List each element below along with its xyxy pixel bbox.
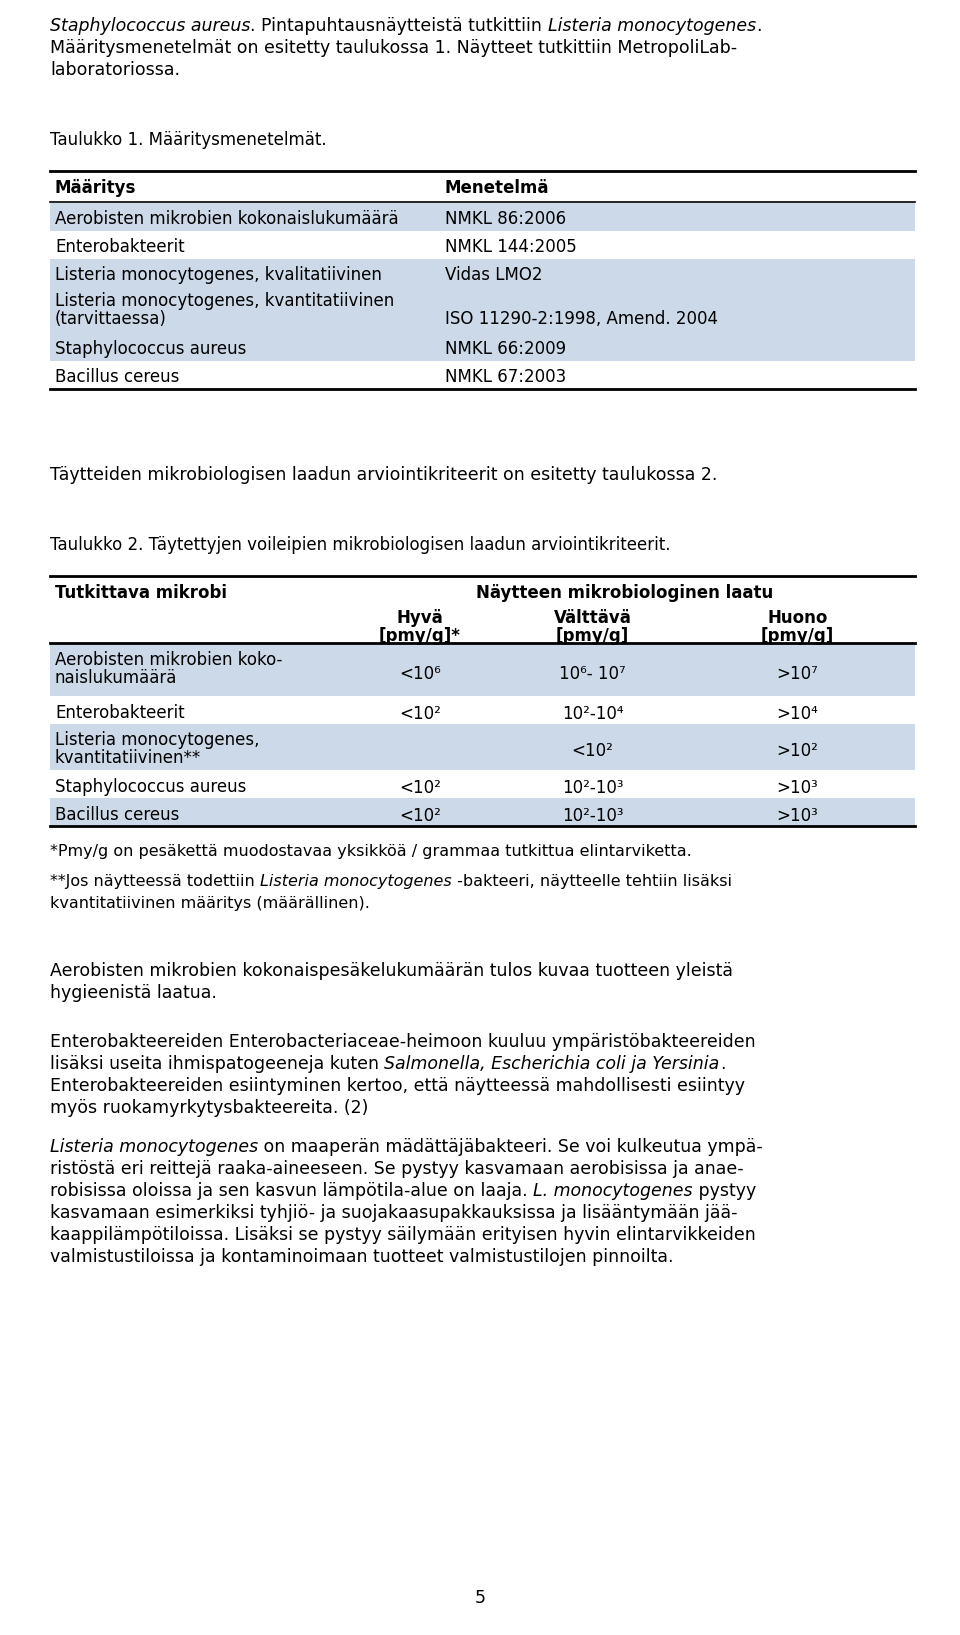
Bar — [50, 231, 915, 258]
Text: Staphylococcus aureus: Staphylococcus aureus — [50, 16, 251, 34]
Text: Määritysmenetelmät on esitetty taulukossa 1. Näytteet tutkittiin MetropoliLab-: Määritysmenetelmät on esitetty taulukoss… — [50, 39, 737, 57]
Text: Listeria monocytogenes: Listeria monocytogenes — [548, 16, 756, 34]
Text: Taulukko 1. Määritysmenetelmät.: Taulukko 1. Määritysmenetelmät. — [50, 131, 326, 149]
Text: Enterobakteerit: Enterobakteerit — [55, 239, 184, 257]
Text: >10³: >10³ — [777, 808, 818, 826]
Bar — [50, 288, 915, 334]
Bar — [50, 334, 915, 361]
Text: kvantitatiivinen määritys (määrällinen).: kvantitatiivinen määritys (määrällinen). — [50, 896, 370, 911]
Text: lisäksi useita ihmispatogeeneja kuten: lisäksi useita ihmispatogeeneja kuten — [50, 1055, 385, 1073]
Text: Staphylococcus aureus: Staphylococcus aureus — [55, 340, 247, 358]
Text: NMKL 86:2006: NMKL 86:2006 — [445, 209, 566, 227]
Text: 5: 5 — [474, 1589, 486, 1607]
Text: L. monocytogenes: L. monocytogenes — [533, 1182, 692, 1200]
Text: -bakteeri, näytteelle tehtiin lisäksi: -bakteeri, näytteelle tehtiin lisäksi — [451, 875, 732, 889]
Text: kvantitatiivinen**: kvantitatiivinen** — [55, 749, 202, 767]
Text: Määritys: Määritys — [55, 178, 136, 196]
Text: **Jos näytteessä todettiin: **Jos näytteessä todettiin — [50, 875, 260, 889]
Text: Bacillus cereus: Bacillus cereus — [55, 806, 180, 824]
Text: on maaperän mädättäjäbakteeri. Se voi kulkeutua ympä-: on maaperän mädättäjäbakteeri. Se voi ku… — [258, 1138, 763, 1156]
Text: Listeria monocytogenes, kvantitatiivinen: Listeria monocytogenes, kvantitatiivinen — [55, 293, 395, 311]
Text: 10²-10⁴: 10²-10⁴ — [562, 705, 623, 723]
Bar — [50, 203, 915, 231]
Text: NMKL 67:2003: NMKL 67:2003 — [445, 368, 566, 386]
Text: Välttävä: Välttävä — [554, 608, 632, 626]
Text: kasvamaan esimerkiksi tyhjiö- ja suojakaasupakkauksissa ja lisääntymään jää-: kasvamaan esimerkiksi tyhjiö- ja suojaka… — [50, 1205, 737, 1223]
Text: Listeria monocytogenes: Listeria monocytogenes — [50, 1138, 258, 1156]
Text: Enterobakteereiden esiintyminen kertoo, että näytteessä mahdollisesti esiintyy: Enterobakteereiden esiintyminen kertoo, … — [50, 1077, 745, 1095]
Text: kaappilämpötiloissa. Lisäksi se pystyy säilymään erityisen hyvin elintarvikkeide: kaappilämpötiloissa. Lisäksi se pystyy s… — [50, 1226, 756, 1244]
Text: .: . — [720, 1055, 725, 1073]
Text: NMKL 144:2005: NMKL 144:2005 — [445, 239, 577, 257]
Text: Staphylococcus aureus: Staphylococcus aureus — [55, 778, 247, 796]
Text: Listeria monocytogenes, kvalitatiivinen: Listeria monocytogenes, kvalitatiivinen — [55, 267, 382, 284]
Text: *Pmy/g on pesäkettä muodostavaa yksikköä / grammaa tutkittua elintarviketta.: *Pmy/g on pesäkettä muodostavaa yksikköä… — [50, 844, 692, 858]
Text: <10²: <10² — [399, 778, 441, 796]
Text: >10⁴: >10⁴ — [777, 705, 818, 723]
Text: [pmy/g]: [pmy/g] — [761, 626, 834, 644]
Text: Aerobisten mikrobien koko-: Aerobisten mikrobien koko- — [55, 651, 282, 669]
Text: pystyy: pystyy — [692, 1182, 756, 1200]
Text: Aerobisten mikrobien kokonaispesäkelukumäärän tulos kuvaa tuotteen yleistä: Aerobisten mikrobien kokonaispesäkelukum… — [50, 963, 733, 981]
Text: >10²: >10² — [777, 742, 819, 760]
Text: Täytteiden mikrobiologisen laadun arviointikriteerit on esitetty taulukossa 2.: Täytteiden mikrobiologisen laadun arvioi… — [50, 466, 717, 484]
Bar — [50, 361, 915, 389]
Text: [pmy/g]: [pmy/g] — [556, 626, 629, 644]
Text: <10²: <10² — [571, 742, 613, 760]
Text: valmistustiloissa ja kontaminoimaan tuotteet valmistustilojen pinnoilta.: valmistustiloissa ja kontaminoimaan tuot… — [50, 1249, 674, 1267]
Text: [pmy/g]*: [pmy/g]* — [379, 626, 461, 644]
Text: NMKL 66:2009: NMKL 66:2009 — [445, 340, 566, 358]
Text: Näytteen mikrobiologinen laatu: Näytteen mikrobiologinen laatu — [476, 584, 774, 602]
Text: Listeria monocytogenes,: Listeria monocytogenes, — [55, 731, 259, 749]
Text: naislukumäärä: naislukumäärä — [55, 669, 178, 687]
Text: Huono: Huono — [767, 608, 828, 626]
Text: Tutkittava mikrobi: Tutkittava mikrobi — [55, 584, 227, 602]
Text: . Pintapuhtausnäytteistä tutkittiin: . Pintapuhtausnäytteistä tutkittiin — [251, 16, 548, 34]
Text: Salmonella, Escherichia coli ja Yersinia: Salmonella, Escherichia coli ja Yersinia — [385, 1055, 720, 1073]
Text: (tarvittaessa): (tarvittaessa) — [55, 311, 167, 329]
Text: myös ruokamyrkytysbakteereita. (2): myös ruokamyrkytysbakteereita. (2) — [50, 1099, 369, 1117]
Text: >10³: >10³ — [777, 778, 818, 796]
Text: >10⁷: >10⁷ — [777, 665, 818, 683]
Text: Aerobisten mikrobien kokonaislukumäärä: Aerobisten mikrobien kokonaislukumäärä — [55, 209, 398, 227]
Text: robisissa oloissa ja sen kasvun lämpötila-alue on laaja.: robisissa oloissa ja sen kasvun lämpötil… — [50, 1182, 533, 1200]
Text: Enterobakteereiden Enterobacteriaceae-heimoon kuuluu ympäristöbakteereiden: Enterobakteereiden Enterobacteriaceae-he… — [50, 1033, 756, 1051]
Text: Hyvä: Hyvä — [396, 608, 444, 626]
Text: <10²: <10² — [399, 705, 441, 723]
Text: <10²: <10² — [399, 808, 441, 826]
Bar — [50, 798, 915, 826]
Text: Taulukko 2. Täytettyjen voileipien mikrobiologisen laadun arviointikriteerit.: Taulukko 2. Täytettyjen voileipien mikro… — [50, 536, 670, 554]
Bar — [50, 724, 915, 770]
Bar — [50, 697, 915, 724]
Text: 10⁶- 10⁷: 10⁶- 10⁷ — [559, 665, 626, 683]
Text: Vidas LMO2: Vidas LMO2 — [445, 267, 542, 284]
Text: <10⁶: <10⁶ — [399, 665, 441, 683]
Text: Listeria monocytogenes: Listeria monocytogenes — [260, 875, 451, 889]
Bar — [50, 770, 915, 798]
Text: hygieenistä laatua.: hygieenistä laatua. — [50, 984, 217, 1002]
Bar — [50, 258, 915, 288]
Text: Enterobakteerit: Enterobakteerit — [55, 705, 184, 723]
Text: laboratoriossa.: laboratoriossa. — [50, 60, 180, 78]
Text: ISO 11290-2:1998, Amend. 2004: ISO 11290-2:1998, Amend. 2004 — [445, 311, 718, 329]
Bar — [50, 644, 915, 697]
Text: ristöstä eri reittejä raaka-aineeseen. Se pystyy kasvamaan aerobisissa ja anae-: ristöstä eri reittejä raaka-aineeseen. S… — [50, 1161, 744, 1179]
Text: 10²-10³: 10²-10³ — [562, 808, 623, 826]
Text: Bacillus cereus: Bacillus cereus — [55, 368, 180, 386]
Text: 10²-10³: 10²-10³ — [562, 778, 623, 796]
Text: .: . — [756, 16, 761, 34]
Text: Menetelmä: Menetelmä — [445, 178, 549, 196]
